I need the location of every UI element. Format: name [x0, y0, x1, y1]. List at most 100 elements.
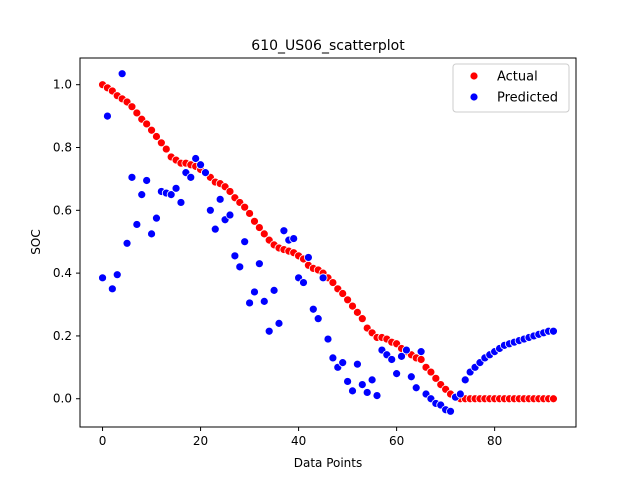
- data-point-predicted: [137, 190, 147, 200]
- data-point-actual: [416, 355, 426, 364]
- data-point-actual: [147, 125, 156, 135]
- data-point-actual: [156, 138, 166, 148]
- data-point-predicted: [122, 238, 132, 248]
- legend-label-actual: Actual: [497, 70, 538, 85]
- legend: Actual Predicted: [452, 63, 570, 113]
- data-point-predicted: [171, 183, 181, 193]
- legend-frame: [452, 63, 570, 113]
- data-point-actual: [348, 301, 357, 311]
- data-point-predicted: [142, 176, 152, 185]
- data-point-predicted: [235, 262, 245, 272]
- data-point-predicted: [308, 304, 318, 314]
- y-tick-label: 0.8: [53, 141, 72, 155]
- data-point-predicted: [166, 190, 176, 200]
- y-axis-label: SOC: [29, 229, 43, 254]
- chart-title: 610_US06_scatterplot: [251, 38, 405, 54]
- data-point-actual: [328, 278, 338, 287]
- data-point-predicted: [323, 334, 333, 344]
- data-point-predicted: [372, 391, 382, 401]
- legend-marker-actual: [469, 71, 479, 81]
- data-point-predicted: [318, 273, 328, 283]
- data-point-predicted: [328, 353, 338, 363]
- data-point-predicted: [201, 168, 210, 178]
- data-point-predicted: [98, 273, 107, 283]
- data-point-predicted: [397, 351, 406, 361]
- data-point-predicted: [186, 172, 196, 182]
- data-point-predicted: [103, 111, 112, 121]
- data-point-predicted: [406, 372, 416, 382]
- data-point-predicted: [152, 213, 161, 223]
- plot-frame: [79, 57, 577, 428]
- data-point-predicted: [230, 251, 240, 261]
- data-point-predicted: [254, 259, 264, 269]
- data-point-predicted: [132, 220, 142, 229]
- data-point-predicted: [303, 253, 313, 262]
- data-point-actual: [357, 314, 367, 324]
- data-point-actual: [338, 289, 348, 298]
- x-axis-ticks: 0 20 40 60 80: [99, 427, 502, 448]
- data-point-actual: [132, 108, 142, 118]
- data-point-predicted: [117, 69, 127, 79]
- data-point-predicted: [353, 359, 362, 369]
- y-tick-label: 0.6: [53, 203, 72, 217]
- data-point-actual: [245, 209, 254, 218]
- data-point-predicted: [338, 358, 348, 368]
- data-point-actual: [250, 216, 259, 226]
- data-point-predicted: [455, 389, 465, 399]
- data-point-predicted: [274, 318, 284, 328]
- data-point-predicted: [264, 326, 274, 336]
- data-point-predicted: [362, 388, 372, 397]
- data-point-predicted: [387, 355, 397, 364]
- y-tick-label: 1.0: [53, 78, 72, 92]
- y-tick-label: 0.4: [53, 266, 72, 280]
- x-tick-label: 40: [291, 434, 306, 448]
- data-point-predicted: [147, 229, 156, 239]
- y-tick-label: 0.0: [53, 392, 72, 406]
- data-point-predicted: [348, 386, 357, 396]
- data-point-predicted: [460, 375, 470, 385]
- points-layer: [98, 69, 558, 416]
- data-point-actual: [152, 132, 161, 141]
- data-point-actual: [343, 295, 353, 305]
- x-tick-label: 60: [389, 434, 404, 448]
- data-point-predicted: [411, 383, 421, 393]
- data-point-actual: [254, 223, 264, 232]
- series-predicted: [98, 69, 558, 416]
- data-point-predicted: [279, 226, 289, 236]
- data-point-actual: [225, 187, 235, 196]
- data-point-predicted: [127, 172, 137, 182]
- x-tick-label: 20: [193, 434, 208, 448]
- data-point-actual: [240, 202, 250, 212]
- x-axis-label: Data Points: [294, 456, 363, 470]
- data-point-predicted: [299, 278, 308, 287]
- data-point-actual: [161, 144, 171, 154]
- data-point-predicted: [392, 369, 402, 379]
- data-point-predicted: [289, 234, 299, 243]
- data-point-actual: [431, 373, 441, 383]
- data-point-predicted: [269, 285, 279, 295]
- data-point-predicted: [225, 210, 235, 220]
- data-point-predicted: [107, 284, 117, 294]
- data-point-predicted: [112, 270, 122, 280]
- data-point-predicted: [367, 375, 377, 385]
- data-point-predicted: [343, 377, 353, 386]
- data-point-actual: [142, 119, 152, 129]
- data-point-predicted: [313, 314, 323, 324]
- legend-label-predicted: Predicted: [497, 91, 558, 106]
- x-tick-label: 80: [487, 434, 502, 448]
- data-point-predicted: [176, 198, 186, 207]
- data-point-predicted: [250, 287, 259, 297]
- data-point-actual: [549, 394, 558, 404]
- data-point-predicted: [357, 380, 367, 390]
- data-point-actual: [353, 307, 362, 317]
- data-point-predicted: [196, 160, 205, 170]
- x-tick-label: 0: [99, 434, 107, 448]
- data-point-predicted: [215, 194, 225, 204]
- legend-marker-predicted: [469, 92, 479, 102]
- y-axis-ticks: 0.0 0.2 0.4 0.6 0.8 1.0: [53, 78, 80, 406]
- data-point-predicted: [549, 326, 558, 336]
- data-point-predicted: [245, 298, 254, 308]
- data-point-predicted: [191, 154, 201, 163]
- data-point-predicted: [210, 224, 220, 234]
